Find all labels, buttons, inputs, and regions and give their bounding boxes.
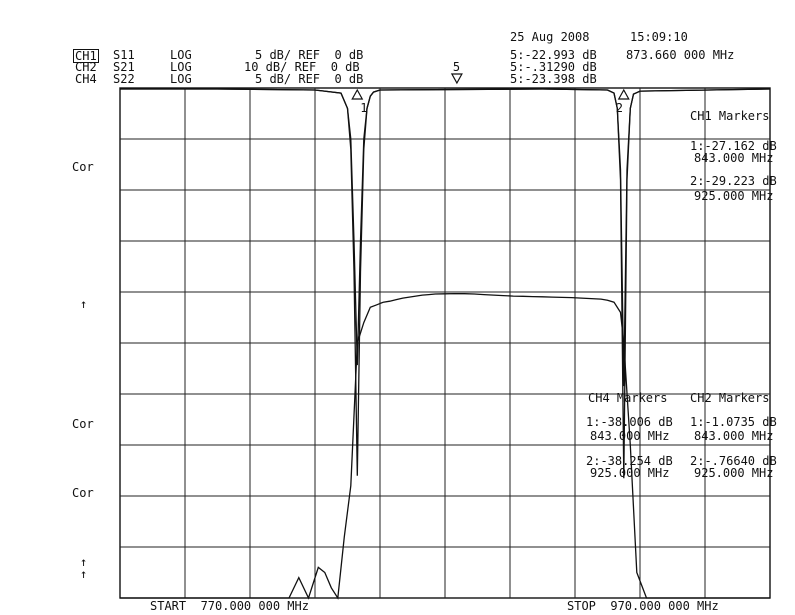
channel-4-format: LOG — [170, 72, 192, 86]
marker-5-symbol — [450, 73, 463, 85]
ch1-marker2-value: 2:-29.223 dB — [690, 174, 777, 188]
marker-2-label: 2 — [616, 101, 623, 115]
marker5-readout-ch4: 5:-23.398 dB — [510, 72, 597, 86]
ch4-marker1-value: 1:-38.006 dB — [586, 415, 673, 429]
correction-label-ch1: Cor — [72, 160, 94, 174]
channel-1-param: S11 — [113, 48, 135, 62]
correction-label-ch2: Cor — [72, 417, 94, 431]
plot-markers: 1 2 5 — [351, 60, 630, 115]
ch2-marker1-freq: 843.000 MHz — [694, 429, 774, 443]
plot-traces — [120, 88, 771, 600]
ch1-markers-title: CH1 Markers — [690, 109, 770, 123]
reference-arrow-ch1: ↑ — [80, 297, 88, 311]
channel-4-scale: 5 dB/ REF 0 dB — [255, 72, 364, 86]
channel-1-scale: 5 dB/ REF 0 dB — [255, 48, 364, 62]
plot-grid — [119, 87, 771, 599]
reference-arrow-ch4: ↑ — [80, 567, 88, 581]
marker-5-label: 5 — [453, 60, 460, 74]
ch4-marker1-freq: 843.000 MHz — [590, 429, 670, 443]
header-date: 25 Aug 2008 — [510, 30, 590, 44]
reference-arrow-ch2: ↑ — [80, 555, 88, 569]
channel-2-param: S21 — [113, 60, 135, 74]
marker5-frequency: 873.660 000 MHz — [626, 48, 735, 62]
ch4-markers-title: CH4 Markers — [588, 391, 668, 405]
ch2-marker2-value: 2:-.76640 dB — [690, 454, 777, 468]
channel-2-format: LOG — [170, 60, 192, 74]
marker-2-symbol — [617, 88, 630, 100]
marker-1-symbol — [351, 88, 364, 100]
ch2-marker2-freq: 925.000 MHz — [694, 466, 774, 480]
ch2-marker1-value: 1:-1.0735 dB — [690, 415, 777, 429]
channel-2-scale: 10 dB/ REF 0 dB — [244, 60, 360, 74]
header-time: 15:09:10 — [630, 30, 688, 44]
marker5-readout-ch1: 5:-22.993 dB — [510, 48, 597, 62]
correction-label-ch4: Cor — [72, 486, 94, 500]
ch4-marker2-value: 2:-38.254 dB — [586, 454, 673, 468]
channel-4-param: S22 — [113, 72, 135, 86]
ch1-marker1-value: 1:-27.162 dB — [690, 139, 777, 153]
ch4-marker2-freq: 925.000 MHz — [590, 466, 670, 480]
channel-1-name[interactable]: CH1 — [73, 49, 99, 63]
marker-1-label: 1 — [360, 101, 367, 115]
ch1-marker2-freq: 925.000 MHz — [694, 189, 774, 203]
channel-2-name[interactable]: CH2 — [75, 60, 97, 74]
start-frequency: START 770.000 000 MHz — [150, 599, 309, 613]
ch1-marker1-freq: 843.000 MHz — [694, 151, 774, 165]
trace-s22 — [120, 88, 771, 479]
stop-frequency: STOP 970.000 000 MHz — [567, 599, 719, 613]
marker5-readout-ch2: 5:-.31290 dB — [510, 60, 597, 74]
ch2-markers-title: CH2 Markers — [690, 391, 770, 405]
channel-4-name[interactable]: CH4 — [75, 72, 97, 86]
channel-1-format: LOG — [170, 48, 192, 62]
